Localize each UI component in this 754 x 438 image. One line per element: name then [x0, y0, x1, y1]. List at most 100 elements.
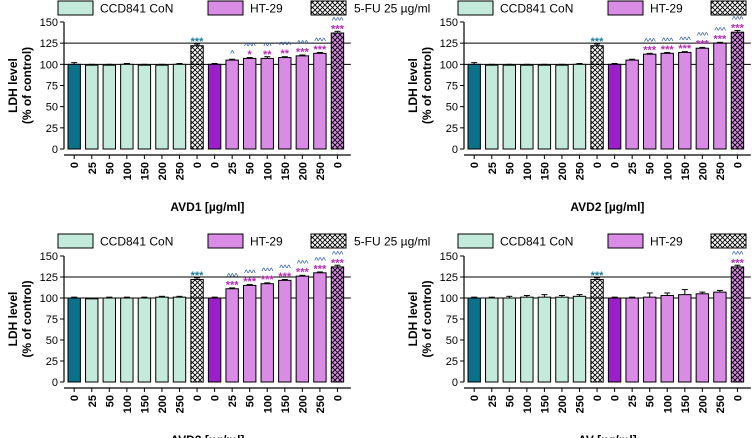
x-tick-label: 0: [332, 395, 344, 401]
x-tick-label: 250: [575, 162, 587, 180]
x-tick-label: 100: [262, 162, 274, 180]
x-tick-label: 25: [87, 162, 99, 174]
x-tick-label: 50: [245, 395, 257, 407]
y-tick-label: 50: [46, 102, 58, 114]
x-tick-label: 150: [139, 395, 151, 413]
legend-label-5fu: 5-FU 25 µg/ml: [354, 2, 430, 16]
y-axis: 0 25 50 75 100 125 150: [440, 17, 465, 156]
y-tick-label: 0: [52, 377, 58, 389]
significance-stars: ***: [713, 34, 727, 46]
bar: [643, 53, 657, 150]
significance-stars: **: [263, 49, 272, 61]
bars: ******^^^: [467, 249, 745, 383]
bar: [502, 297, 517, 383]
significance-stars: ***: [696, 39, 710, 51]
significance-stars: ***: [331, 24, 345, 36]
bar: [172, 296, 187, 383]
bar: [467, 63, 481, 150]
y-tick-label: 75: [446, 81, 458, 93]
y-tick-label: 150: [40, 251, 58, 263]
bar: [730, 31, 745, 150]
y-tick-label: 25: [46, 123, 58, 135]
y-tick-label: 125: [440, 38, 458, 50]
x-tick-label: 150: [539, 395, 551, 413]
legend-swatch-ccd841: [57, 0, 94, 16]
x-tick-label: 50: [104, 162, 116, 174]
significance-hats: ^^^: [244, 268, 256, 278]
bar: [243, 284, 257, 383]
legend-label-ht29: HT-29: [650, 2, 683, 16]
legend-label-5fu: 5-FU 25 µg/ml: [354, 235, 430, 249]
bar: [572, 295, 587, 383]
bar: [520, 64, 534, 150]
bar: [278, 279, 292, 383]
panel-1: CCD841 CoN HT-29 5-FU 25 µg/ml 0 25 50 75 100 12…: [6, 0, 430, 214]
significance-stars: ***: [591, 36, 605, 48]
x-tick-label: 0: [192, 162, 204, 168]
significance-hats: ^^^: [227, 271, 239, 281]
x-tick-label: 0: [332, 162, 344, 168]
bar: [85, 298, 99, 383]
significance-stars: ***: [296, 267, 310, 279]
bar: [313, 272, 327, 383]
panel-3: CCD841 CoN HT-29 5-FU 25 µg/ml 0 25 50 75 100 12…: [6, 233, 430, 438]
x-tick-label: 50: [504, 395, 516, 407]
bar: [660, 52, 674, 150]
bar: [295, 55, 310, 150]
legend-label-ccd841: CCD841 CoN: [100, 2, 173, 16]
x-tick-label: 100: [522, 162, 534, 180]
x-tick-label: 100: [662, 162, 674, 180]
x-tick-label: 100: [662, 395, 674, 413]
legend-swatch-ccd841: [57, 233, 94, 249]
bar: [155, 296, 169, 383]
bar: [67, 63, 81, 150]
x-tick-label: 150: [680, 162, 692, 180]
x-tick-label: 100: [262, 395, 274, 413]
legend-label-ccd841: CCD841 CoN: [500, 235, 573, 249]
x-tick-label: 0: [69, 395, 81, 401]
y-tick-label: 25: [46, 356, 58, 368]
x-tick-label: 25: [227, 395, 239, 407]
x-tick-label: 250: [575, 395, 587, 413]
legend-swatch-ccd841: [457, 233, 494, 249]
y-axis-title-line1: LDH level: [406, 58, 420, 113]
x-tick-label: 0: [469, 395, 481, 401]
significance-stars: *: [248, 49, 253, 61]
bar: [643, 296, 657, 383]
legend-label-ccd841: CCD841 CoN: [500, 2, 573, 16]
bar: [225, 288, 239, 383]
bar: [278, 57, 292, 150]
x-tick-label: 250: [175, 395, 187, 413]
significance-hats: ^^^: [697, 31, 709, 41]
bar: [590, 279, 604, 383]
x-tick-label: 0: [592, 162, 604, 168]
significance-stars: ***: [313, 44, 327, 56]
significance-hats: ^^^: [262, 266, 274, 276]
y-tick-label: 100: [40, 293, 58, 305]
x-tick-label: 0: [210, 395, 222, 401]
y-tick-label: 125: [40, 38, 58, 50]
significance-stars: ***: [243, 276, 257, 288]
bar: [590, 45, 604, 150]
bar: [225, 59, 239, 150]
y-tick-label: 0: [452, 144, 458, 156]
legend-swatch-5fu: [310, 233, 347, 249]
significance-stars: ***: [191, 270, 205, 282]
bar: [190, 45, 204, 150]
bar: [260, 283, 274, 383]
significance-stars: ***: [191, 36, 205, 48]
y-tick-label: 50: [446, 102, 458, 114]
bar: [537, 296, 552, 383]
bar: [485, 297, 499, 383]
legend-swatch-5fu: [310, 0, 347, 16]
bar: [330, 266, 345, 383]
significance-hats: ^^^: [732, 249, 744, 259]
x-tick-label: 25: [627, 395, 639, 407]
x-tick-label: 200: [297, 395, 309, 413]
legend-label-ht29: HT-29: [650, 235, 683, 249]
